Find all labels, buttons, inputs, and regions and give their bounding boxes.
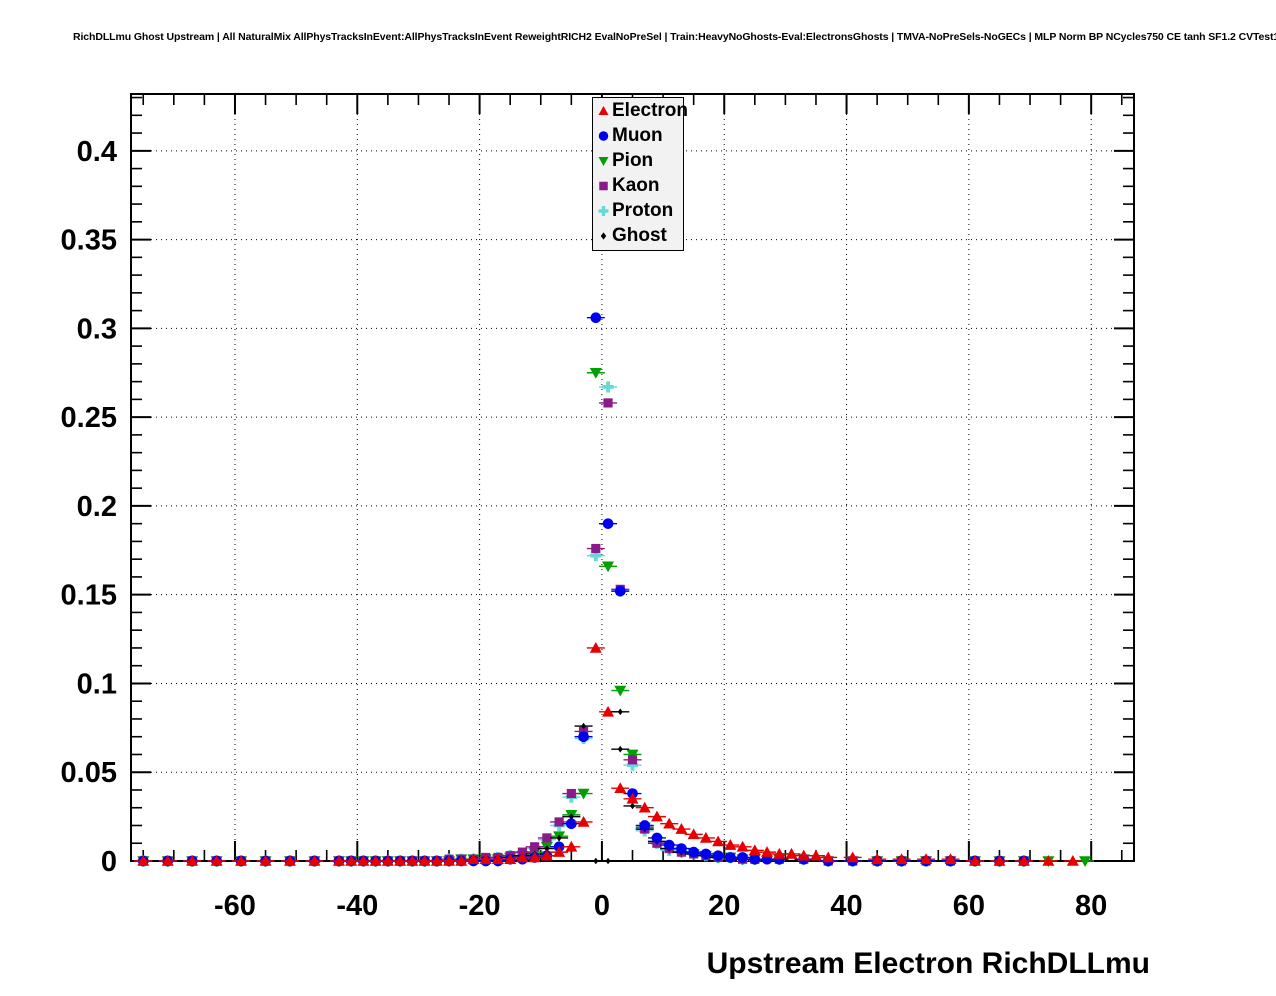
legend-entry-proton[interactable]: Proton xyxy=(593,198,683,223)
x-tick-label: -40 xyxy=(336,890,378,922)
y-tick-label: 0.2 xyxy=(77,491,117,523)
x-tick-label: 0 xyxy=(594,890,610,922)
y-tick-label: 0.4 xyxy=(77,136,117,168)
x-tick-label: -20 xyxy=(459,890,501,922)
y-tick-label: 0.05 xyxy=(61,757,117,789)
legend-label: Electron xyxy=(612,100,689,121)
y-tick-label: 0.25 xyxy=(61,402,117,434)
x-tick-label: 60 xyxy=(953,890,985,922)
y-tick-label: 0.35 xyxy=(61,225,117,257)
x-axis-title: Upstream Electron RichDLLmu xyxy=(707,947,1150,980)
x-tick-label: 80 xyxy=(1075,890,1107,922)
legend-label: Proton xyxy=(612,200,674,221)
series-muon xyxy=(134,312,1033,867)
series-pion xyxy=(134,367,1095,867)
legend-label: Ghost xyxy=(612,225,667,246)
extra-point-ghost xyxy=(611,708,630,716)
cross-marker-icon xyxy=(596,201,611,221)
legend-entry-pion[interactable]: Pion xyxy=(593,148,683,173)
legend-entry-electron[interactable]: Electron xyxy=(593,98,688,123)
circle-marker-icon xyxy=(596,126,611,146)
legend-label: Muon xyxy=(612,125,663,146)
y-tick-label: 0.15 xyxy=(61,580,117,612)
legend-label: Pion xyxy=(612,150,654,171)
x-tick-label: -60 xyxy=(214,890,256,922)
x-tick-label: 20 xyxy=(708,890,740,922)
square-marker-icon xyxy=(596,176,611,196)
legend-label: Kaon xyxy=(612,175,660,196)
legend-entry-ghost[interactable]: Ghost xyxy=(593,223,683,248)
x-tick-label: 40 xyxy=(830,890,862,922)
y-tick-label: 0 xyxy=(101,846,117,878)
legend-box: Electron Muon Pion Kaon Proton Ghost xyxy=(592,97,688,255)
triangle-down-marker-icon xyxy=(596,151,611,171)
triangle-up-marker-icon xyxy=(596,101,611,121)
legend-entry-muon[interactable]: Muon xyxy=(593,123,683,148)
y-tick-label: 0.3 xyxy=(77,313,117,345)
legend-entry-kaon[interactable]: Kaon xyxy=(593,173,683,198)
dot-marker-icon xyxy=(596,226,611,246)
plot-title: RichDLLmu Ghost Upstream | All NaturalMi… xyxy=(73,31,1276,43)
y-tick-label: 0.1 xyxy=(77,668,117,700)
series-electron xyxy=(134,641,1082,866)
